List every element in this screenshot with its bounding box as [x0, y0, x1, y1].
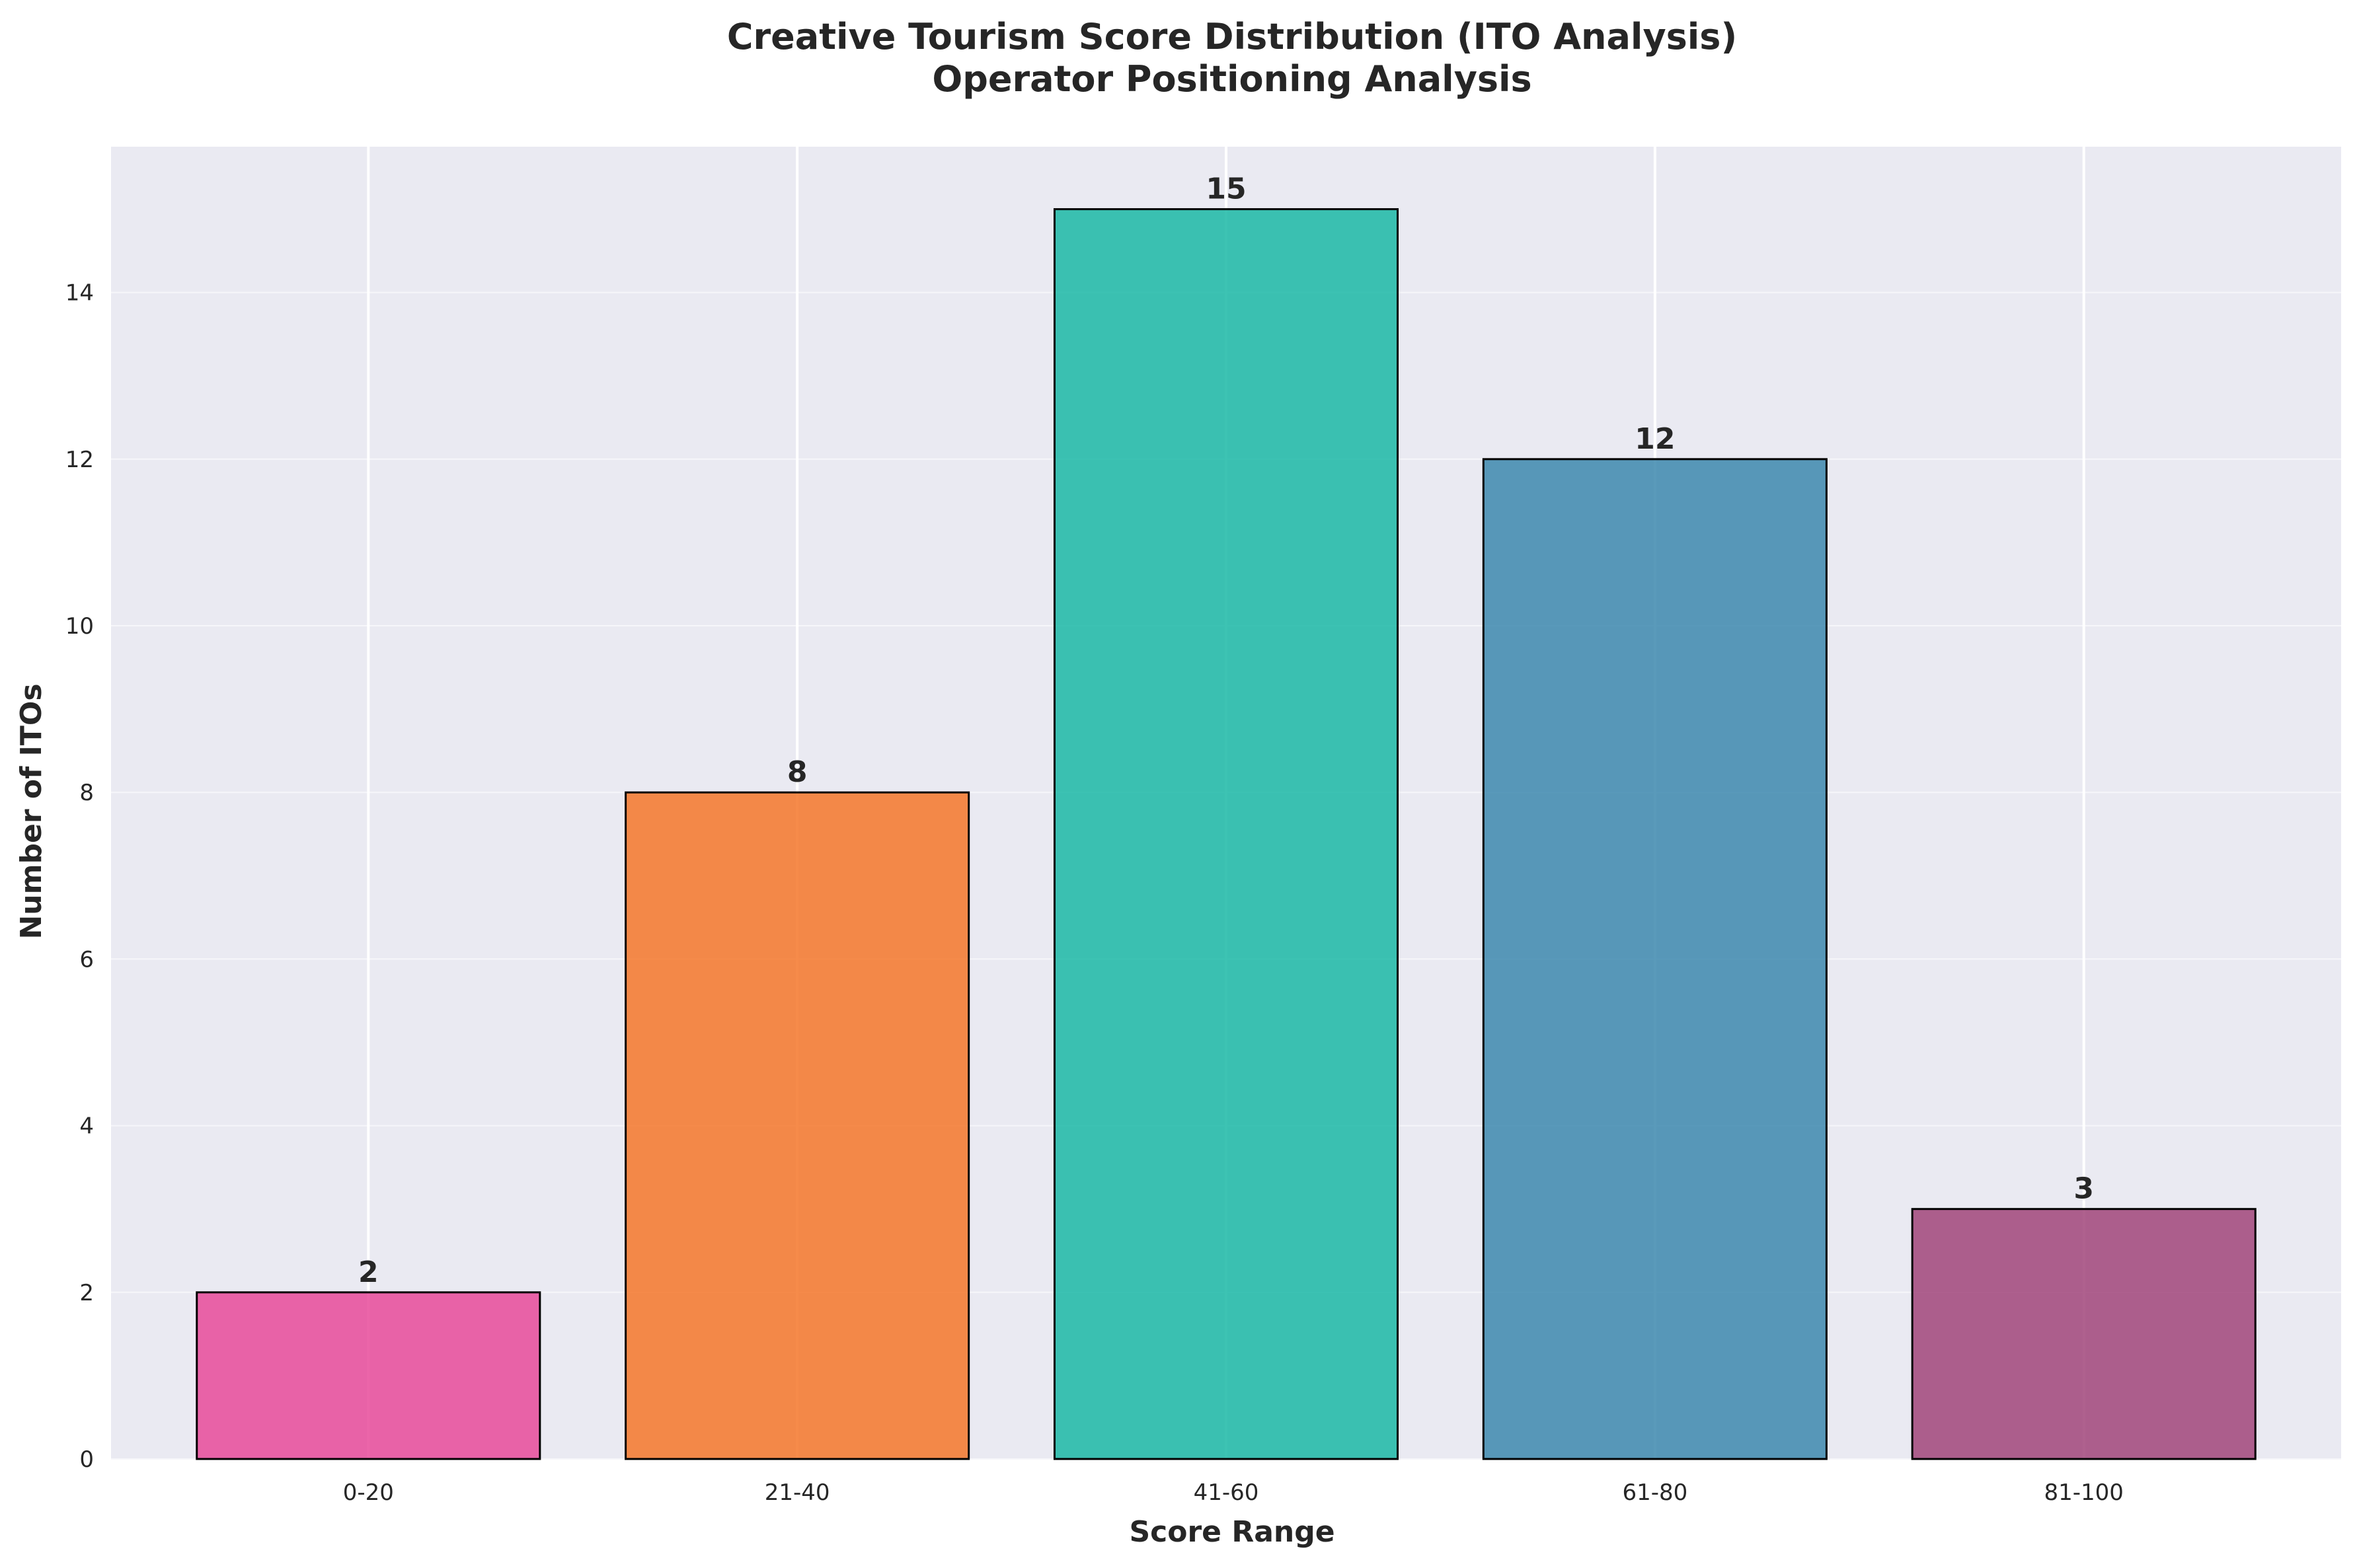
y-tick-label: 10 — [65, 613, 94, 640]
bar-21-40 — [625, 791, 970, 1460]
data-label: 2 — [358, 1255, 379, 1289]
x-tick-label: 61-80 — [1622, 1479, 1687, 1506]
y-tick-label: 2 — [79, 1280, 94, 1306]
data-label: 8 — [787, 755, 808, 789]
x-tick-labels: 0-20 21-40 41-60 61-80 81-100 — [343, 1479, 2124, 1506]
x-tick-label: 41-60 — [1194, 1479, 1259, 1506]
data-label: 15 — [1206, 172, 1246, 206]
x-tick-label: 21-40 — [765, 1479, 830, 1506]
y-tick-label: 0 — [79, 1446, 94, 1473]
x-tick-label: 81-100 — [2044, 1479, 2123, 1506]
bar-0-20 — [196, 1291, 541, 1460]
chart-subtitle: Operator Positioning Analysis — [932, 58, 1531, 100]
x-tick-label: 0-20 — [343, 1479, 394, 1506]
data-label: 3 — [2073, 1172, 2094, 1206]
y-tick-label: 12 — [65, 447, 94, 473]
data-labels: 2 8 15 12 3 — [358, 172, 2094, 1289]
bar-61-80 — [1482, 458, 1828, 1460]
y-axis-label: Number of ITOs — [15, 683, 48, 939]
bar-81-100 — [1911, 1208, 2257, 1460]
data-label: 12 — [1635, 422, 1675, 456]
chart-title: Creative Tourism Score Distribution (ITO… — [727, 16, 1737, 57]
bars — [196, 208, 2257, 1460]
y-tick-label: 14 — [65, 280, 94, 307]
y-tick-label: 6 — [79, 946, 94, 973]
y-tick-label: 8 — [79, 780, 94, 806]
bar-41-60 — [1053, 208, 1399, 1460]
y-tick-label: 4 — [79, 1113, 94, 1140]
x-axis-label: Score Range — [1129, 1515, 1334, 1549]
y-tick-labels: 0 2 4 6 8 10 12 14 — [65, 280, 94, 1473]
